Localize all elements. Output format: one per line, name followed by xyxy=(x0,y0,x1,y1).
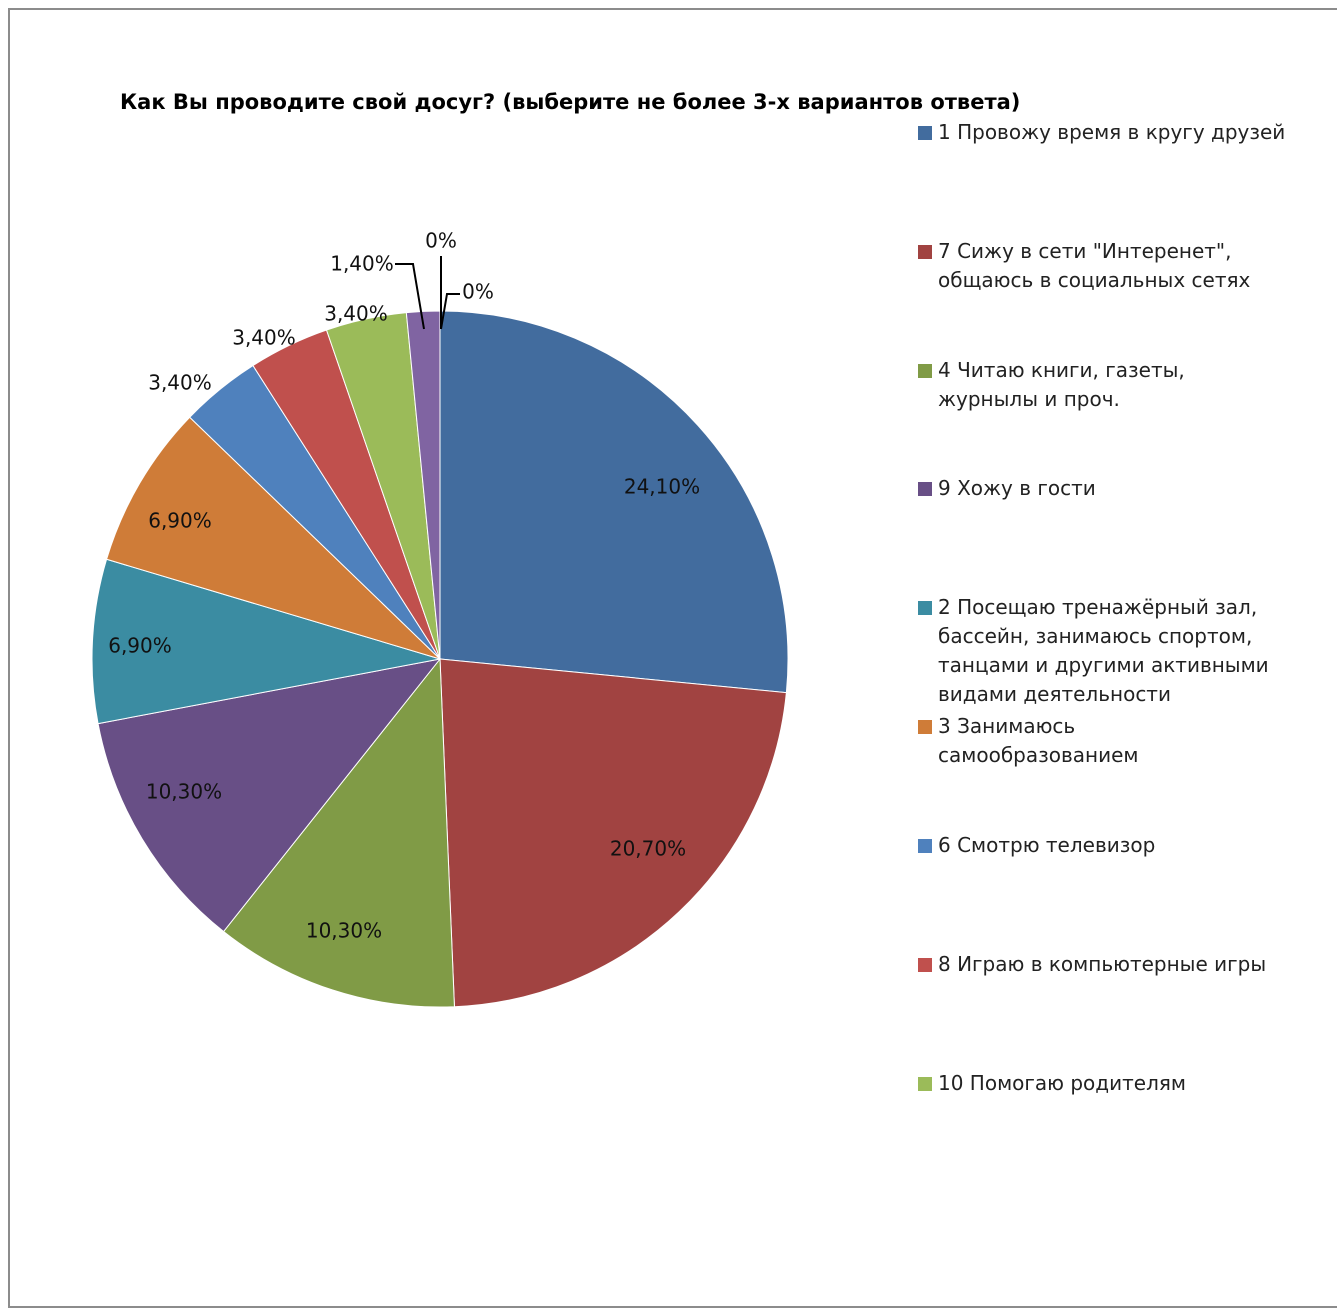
legend-label: 1 Провожу время в кругу друзей xyxy=(938,120,1286,144)
legend-swatch xyxy=(918,839,932,853)
legend-label: 2 Посещаю тренажёрный зал, бассейн, зани… xyxy=(938,595,1269,706)
legend-swatch xyxy=(918,245,932,259)
data-label: 6,90% xyxy=(148,509,212,533)
data-label: 24,10% xyxy=(624,475,700,499)
legend-item: 2 Посещаю тренажёрный зал, бассейн, зани… xyxy=(918,593,1337,709)
legend-swatch xyxy=(918,720,932,734)
legend-label: 4 Читаю книги, газеты, журнылы и проч. xyxy=(938,358,1185,411)
legend-item: 4 Читаю книги, газеты, журнылы и проч. xyxy=(918,356,1337,414)
legend-item: 8 Играю в компьютерные игры xyxy=(918,950,1337,979)
legend-item: 1 Провожу время в кругу друзей xyxy=(918,118,1337,147)
pie-slice xyxy=(222,657,455,1008)
pie-slice xyxy=(105,416,441,660)
data-label: 10,30% xyxy=(146,780,222,804)
legend-swatch xyxy=(918,126,932,140)
data-label: 3,40% xyxy=(232,326,296,350)
legend-label: 3 Занимаюсь самообразованием xyxy=(938,714,1139,767)
legend-swatch xyxy=(918,1077,932,1091)
legend-item: 9 Хожу в гости xyxy=(918,474,1337,503)
data-label: 3,40% xyxy=(324,302,388,326)
legend-label: 10 Помогаю родителям xyxy=(938,1071,1186,1095)
legend-item: 7 Сижу в сети "Интеренет", общаюсь в соц… xyxy=(918,237,1337,295)
chart-title: Как Вы проводите свой досуг? (выберите н… xyxy=(120,90,1021,114)
data-label: 3,40% xyxy=(148,371,212,395)
pie-slice xyxy=(439,310,789,694)
legend-swatch xyxy=(918,601,932,615)
data-label: 0% xyxy=(425,229,457,253)
pie-slice xyxy=(405,310,441,660)
leader-line xyxy=(395,263,425,330)
legend-label: 7 Сижу в сети "Интеренет", общаюсь в соц… xyxy=(938,239,1251,292)
legend-label: 9 Хожу в гости xyxy=(938,476,1096,500)
legend-swatch xyxy=(918,482,932,496)
pie-slice xyxy=(91,558,441,725)
legend-label: 8 Играю в компьютерные игры xyxy=(938,952,1267,976)
pie-slice xyxy=(439,658,787,1008)
legend-swatch xyxy=(918,958,932,972)
legend-label: 6 Смотрю телевизор xyxy=(938,833,1156,857)
data-label: 0% xyxy=(462,280,494,304)
data-label: 20,70% xyxy=(610,837,686,861)
data-label: 6,90% xyxy=(108,634,172,658)
leader-line xyxy=(440,293,460,330)
legend-item: 10 Помогаю родителям xyxy=(918,1069,1337,1098)
pie-slice xyxy=(97,658,442,933)
data-label: 1,40% xyxy=(330,252,394,276)
legend-item: 3 Занимаюсь самообразованием xyxy=(918,712,1337,770)
data-label: 10,30% xyxy=(306,919,382,943)
legend-item: 6 Смотрю телевизор xyxy=(918,831,1337,860)
legend-swatch xyxy=(918,364,932,378)
